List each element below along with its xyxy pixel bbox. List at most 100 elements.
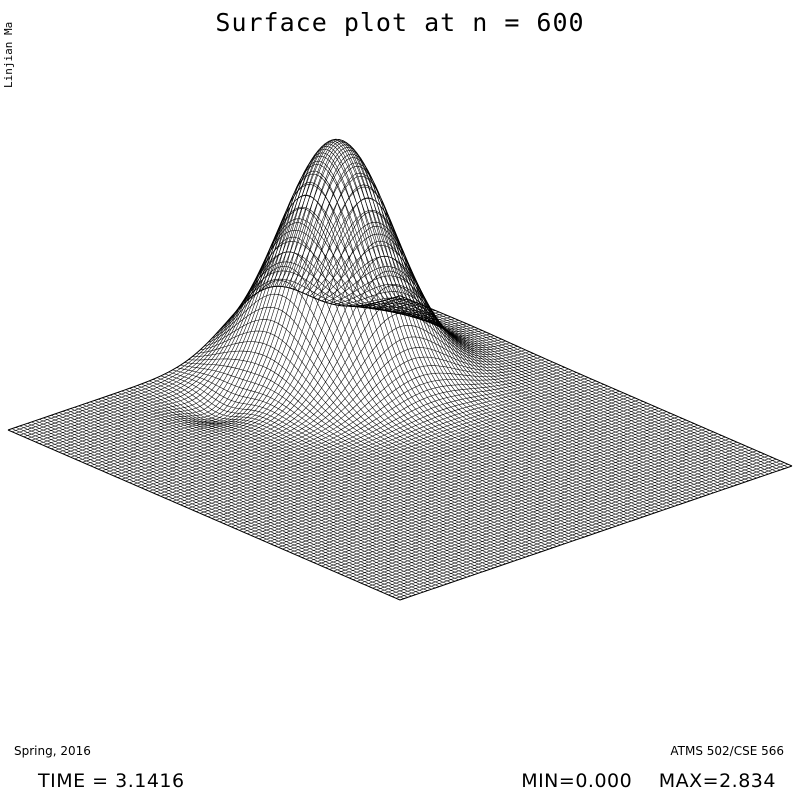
surface-edge [399,295,793,467]
mesh-line-u [82,142,475,463]
mesh-line-u [70,140,463,458]
mesh-line-u [247,399,640,534]
mesh-line-u [250,401,644,536]
mesh-line-u [262,406,655,541]
mesh-line-u [348,443,742,579]
mesh-line-u [321,431,714,567]
mesh-line-u [309,426,702,562]
mesh-line-u [368,452,761,587]
mesh-line-u [23,251,416,438]
mesh-line-v [317,245,710,495]
mesh-line-u [90,153,483,466]
mesh-line-u [231,392,624,528]
mesh-line-u [129,285,522,483]
mesh-line-u [27,241,420,439]
mesh-line-u [39,206,432,444]
surface-mesh [7,138,793,601]
mesh-line-u [35,218,428,443]
mesh-line-u [15,270,408,434]
mesh-line-u [360,448,753,584]
mesh-line-u [152,356,546,494]
mesh-line-u [278,413,671,548]
mesh-line-u [352,445,746,580]
mesh-line-u [376,455,769,591]
mesh-line-u [54,164,448,451]
mesh-line-u [19,261,412,436]
mesh-line-u [121,255,514,480]
mesh-line-u [137,312,530,487]
mesh-line-u [301,423,695,558]
mesh-line-v [286,157,679,506]
mesh-line-u [164,363,557,499]
mesh-line-u [184,372,577,507]
mesh-line-u [117,240,510,478]
surface-edge [399,465,793,601]
mesh-line-u [176,368,569,504]
mesh-line-u [149,347,542,492]
mesh-line-u [172,367,565,502]
mesh-line-u [239,396,632,531]
mesh-line-u [258,404,651,540]
mesh-line-u [192,375,585,511]
course-label: ATMS 502/CSE 566 [670,744,784,758]
mesh-line-u [11,278,405,432]
mesh-line-u [156,360,550,495]
mesh-line-u [243,397,636,533]
mesh-line-u [180,370,573,506]
mesh-line-u [290,418,683,553]
mesh-line-u [113,225,506,477]
mesh-line-u [94,162,487,468]
mesh-line-u [395,464,789,599]
mesh-line-u [317,430,710,565]
max-readout: MAX=2.834 [658,770,776,792]
mesh-line-v [211,293,604,531]
mesh-line-u [215,385,608,521]
mesh-line-u [199,379,593,514]
mesh-line-u [372,453,765,589]
surface-edge [7,429,401,601]
mesh-line-u [337,438,730,574]
mesh-line-u [392,462,785,597]
range-readout: MIN=0.000 MAX=2.834 [521,770,776,792]
mesh-line-u [51,173,444,449]
mesh-line-v [246,170,640,519]
mesh-line-u [141,325,534,489]
mesh-line-u [345,441,738,577]
mesh-line-u [364,450,757,585]
mesh-line-u [160,361,553,497]
mesh-line-u [47,184,440,448]
mesh-line-u [227,390,620,526]
mesh-line-u [207,382,601,517]
mesh-line-u [282,414,675,550]
mesh-line-u [43,195,436,446]
semester-label: Spring, 2016 [14,744,91,758]
mesh-line-u [168,365,561,500]
mesh-line-u [305,424,699,560]
mesh-line-u [270,409,663,545]
mesh-line-u [101,184,495,472]
mesh-line-u [356,447,749,582]
mesh-line-u [388,460,781,596]
mesh-line-u [223,389,616,524]
mesh-line-u [133,299,526,485]
mesh-line-u [266,407,659,543]
surface-edge [7,285,401,431]
mesh-line-u [62,148,455,455]
mesh-line-u [333,436,726,572]
mesh-line-u [254,402,648,538]
mesh-line-u [313,428,706,563]
mesh-line-u [274,411,667,546]
min-readout: MIN=0.000 [521,770,633,792]
mesh-line-u [203,380,597,516]
mesh-line-u [125,270,518,482]
mesh-line-u [7,286,401,431]
mesh-line-u [219,387,612,523]
mesh-line-u [145,336,538,490]
mesh-line-u [384,458,777,594]
mesh-line-u [341,440,734,575]
mesh-line-u [294,419,687,555]
time-readout: TIME = 3.1416 [38,770,185,792]
mesh-line-u [286,416,679,551]
mesh-line-u [211,384,604,519]
mesh-line-u [86,147,479,465]
